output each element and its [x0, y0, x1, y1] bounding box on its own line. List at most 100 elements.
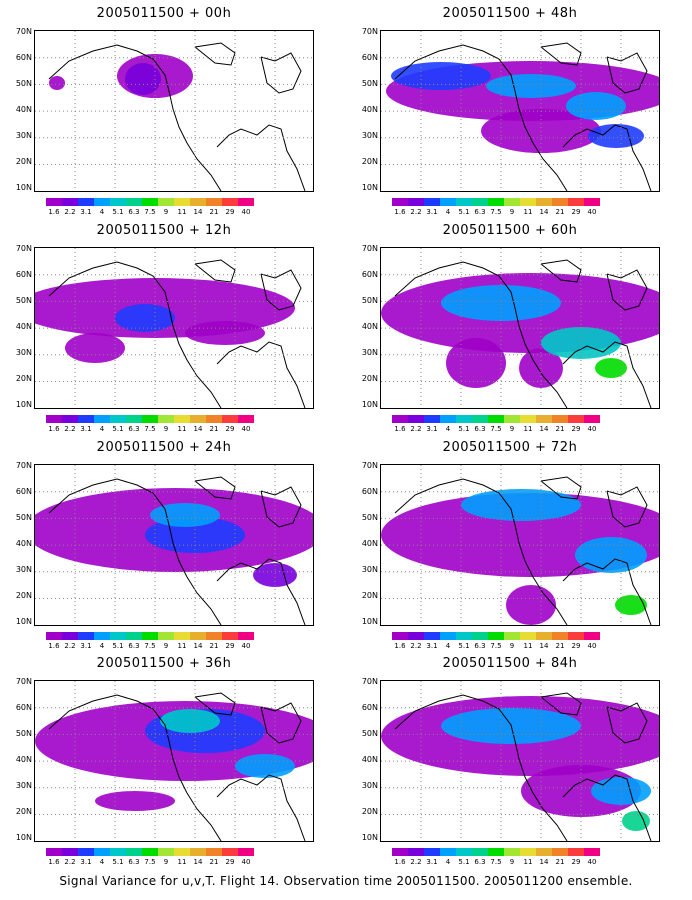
- coastline: [48, 476, 306, 625]
- colorbar-swatch: [62, 198, 78, 206]
- colorbar-swatch: [174, 415, 190, 423]
- colorbar-label: 5.1: [458, 642, 470, 650]
- colorbar-label: 3.1: [426, 425, 438, 433]
- colorbar-labels: 1.6 2.2 3.1 4 5.1 6.3 7.5 9 11 14 21 29 40: [392, 642, 664, 652]
- colorbar-swatch: [584, 848, 600, 856]
- latitude-label: 70N: [361, 244, 378, 253]
- colorbar-swatch: [110, 632, 126, 640]
- colorbar-label: 7.5: [490, 642, 502, 650]
- latitude-label: 10N: [15, 617, 32, 626]
- map-panel-60h: 2005011500 + 60h 70N 60N 50N 40N 30N 20N 10N 1.…: [346, 223, 660, 433]
- map-panel-72h: 2005011500 + 72h 70N 60N 50N 40N 30N 20N 10N 1.…: [346, 440, 660, 650]
- colorbar: [46, 848, 254, 856]
- latitude-label: 40N: [15, 539, 32, 548]
- colorbar-label: 14: [193, 425, 203, 433]
- colorbar-label: 14: [193, 208, 203, 216]
- map-svg: [381, 31, 659, 191]
- variance-contour: [160, 709, 220, 733]
- latitude-label: 60N: [15, 487, 32, 496]
- map-svg: [35, 248, 313, 408]
- colorbar-label: 6.3: [474, 858, 486, 866]
- latitude-label: 50N: [361, 296, 378, 305]
- colorbar-label: 14: [539, 858, 549, 866]
- variance-contour: [49, 76, 65, 90]
- colorbar-label: 6.3: [128, 642, 140, 650]
- colorbar-swatch: [520, 632, 536, 640]
- colorbar-label: 3.1: [80, 425, 92, 433]
- coastline: [394, 476, 652, 625]
- latitude-label: 60N: [361, 487, 378, 496]
- colorbar-labels: 1.6 2.2 3.1 4 5.1 6.3 7.5 9 11 14 21 29 40: [46, 425, 318, 435]
- colorbar-swatch: [488, 415, 504, 423]
- colorbar-label: 5.1: [112, 858, 124, 866]
- variance-contour: [115, 304, 175, 332]
- latitude-label: 30N: [361, 131, 378, 140]
- latitude-label: 40N: [361, 755, 378, 764]
- colorbar-label: 3.1: [426, 642, 438, 650]
- colorbar-swatch: [552, 198, 568, 206]
- colorbar-swatch: [408, 848, 424, 856]
- variance-contour: [541, 327, 621, 359]
- colorbar-label: 9: [163, 642, 169, 650]
- map-svg: [381, 248, 659, 408]
- variance-contour: [441, 285, 561, 321]
- latitude-label: 40N: [15, 322, 32, 331]
- colorbar-swatch: [536, 415, 552, 423]
- variance-contour: [506, 585, 556, 625]
- latitude-label: 30N: [15, 348, 32, 357]
- colorbar-swatch: [424, 198, 440, 206]
- colorbar-swatch: [456, 632, 472, 640]
- latitude-label: 60N: [15, 53, 32, 62]
- colorbar-swatch: [142, 415, 158, 423]
- map-panel-84h: 2005011500 + 84h 70N 60N 50N 40N 30N 20N 10N 1.…: [346, 656, 660, 866]
- colorbar-swatch: [392, 415, 408, 423]
- colorbar-label: 3.1: [80, 642, 92, 650]
- colorbar-swatch: [520, 848, 536, 856]
- colorbar-label: 1.6: [394, 425, 406, 433]
- latitude-label: 10N: [361, 833, 378, 842]
- colorbar-swatch: [568, 848, 584, 856]
- map-svg: [381, 681, 659, 841]
- colorbar-swatch: [472, 198, 488, 206]
- colorbar-swatch: [472, 848, 488, 856]
- colorbar-label: 4: [445, 642, 451, 650]
- colorbar-label: 21: [555, 208, 565, 216]
- map-frame: [380, 464, 660, 626]
- map-panel-48h: 2005011500 + 48h 70N 60N 50N 40N 30N 20N 10N 1.…: [346, 6, 660, 216]
- colorbar-swatch: [584, 415, 600, 423]
- colorbar-swatch: [408, 415, 424, 423]
- map-svg: [35, 681, 313, 841]
- latitude-label: 30N: [15, 565, 32, 574]
- map-frame: [380, 30, 660, 192]
- latitude-label: 10N: [15, 183, 32, 192]
- colorbar-labels: 1.6 2.2 3.1 4 5.1 6.3 7.5 9 11 14 21 29 40: [392, 208, 664, 218]
- colorbar-label: 11: [523, 425, 533, 433]
- coastline: [48, 42, 306, 191]
- colorbar-label: 2.2: [64, 208, 76, 216]
- colorbar-label: 5.1: [458, 208, 470, 216]
- colorbar: [392, 415, 600, 423]
- colorbar-label: 14: [193, 642, 203, 650]
- colorbar-swatch: [126, 632, 142, 640]
- colorbar-label: 40: [241, 425, 251, 433]
- colorbar-swatch: [62, 632, 78, 640]
- colorbar-swatch: [206, 632, 222, 640]
- colorbar-label: 7.5: [144, 208, 156, 216]
- colorbar-swatch: [46, 415, 62, 423]
- colorbar-swatch: [238, 198, 254, 206]
- variance-contour: [461, 489, 581, 521]
- latitude-label: 20N: [15, 374, 32, 383]
- colorbar-swatch: [110, 848, 126, 856]
- colorbar-swatch: [190, 632, 206, 640]
- map-panel-24h: 2005011500 + 24h 70N 60N 50N 40N 30N 20N 10N 1.…: [0, 440, 314, 650]
- colorbar-swatch: [142, 198, 158, 206]
- latitude-label: 70N: [361, 677, 378, 686]
- panel-title: 2005011500 + 00h: [96, 6, 232, 21]
- colorbar-swatch: [206, 848, 222, 856]
- latitude-label: 70N: [361, 27, 378, 36]
- colorbar-swatch: [424, 848, 440, 856]
- variance-contour: [150, 503, 220, 527]
- colorbar-label: 1.6: [394, 858, 406, 866]
- latitude-label: 10N: [15, 400, 32, 409]
- colorbar-swatch: [488, 198, 504, 206]
